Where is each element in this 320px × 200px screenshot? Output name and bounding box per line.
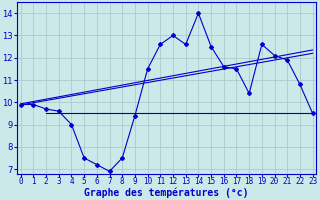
X-axis label: Graphe des températures (°c): Graphe des températures (°c) <box>84 187 249 198</box>
